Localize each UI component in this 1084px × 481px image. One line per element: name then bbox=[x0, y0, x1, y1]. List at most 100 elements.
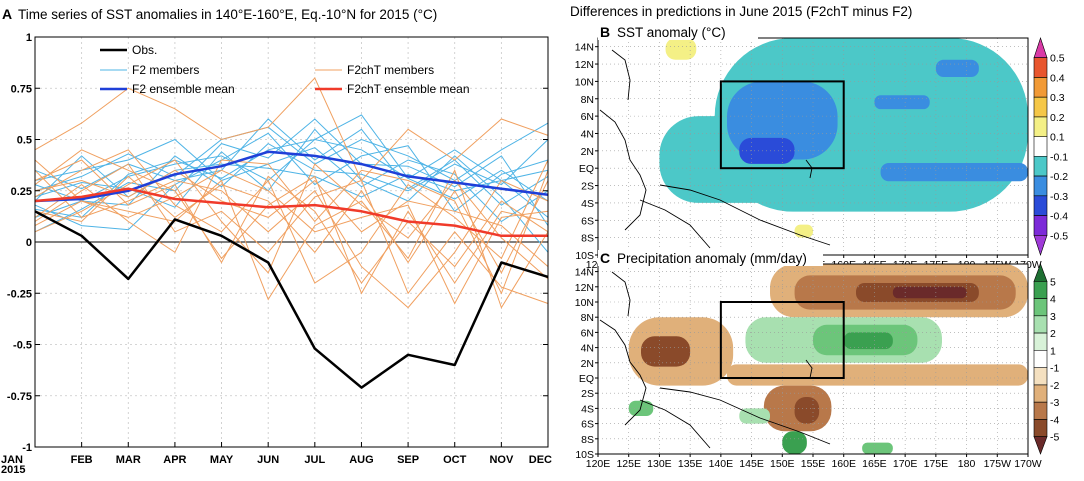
y-tick-label: 0.75 bbox=[11, 83, 32, 95]
panel-a-year-label: 2015 bbox=[1, 464, 25, 476]
x-tick-label: SEP bbox=[397, 454, 419, 466]
lon-label: 125E bbox=[616, 458, 641, 470]
contour-region bbox=[862, 442, 893, 454]
colorbar-label: -2 bbox=[1050, 380, 1059, 392]
series-line bbox=[34, 210, 549, 389]
lon-label: 170E bbox=[893, 458, 918, 470]
halmahera-coast bbox=[639, 399, 711, 449]
contour-region bbox=[892, 286, 967, 299]
philippines-coast bbox=[599, 319, 647, 426]
lon-label: 135E bbox=[678, 458, 703, 470]
panel-a-mean-lines bbox=[34, 150, 549, 389]
lon-label: 140E bbox=[709, 458, 734, 470]
panel-c-title-bg bbox=[598, 250, 823, 266]
x-tick-label: APR bbox=[163, 454, 186, 466]
colorbar-segment bbox=[1033, 419, 1048, 438]
colorbar-label: 0.1 bbox=[1050, 132, 1065, 144]
x-tick-label: DEC bbox=[529, 454, 552, 466]
contour-region bbox=[782, 431, 807, 454]
lat-label: 8S bbox=[581, 233, 594, 245]
panel-a-y-ticks: 1 0.75 0.5 0.25 0 -0.25 -0.5 -0.75 -1 bbox=[7, 32, 548, 454]
y-tick-label: 0.25 bbox=[11, 186, 32, 198]
new-guinea-coast bbox=[659, 184, 831, 246]
lat-label: 10N bbox=[575, 297, 594, 309]
lat-label: 4N bbox=[581, 128, 594, 140]
panel-c-lon-labels: 120E 125E 130E 135E 140E 145E 150E 155E 160E 165E… bbox=[586, 454, 1042, 470]
contour-region bbox=[874, 95, 930, 110]
lon-label: 165E bbox=[862, 458, 887, 470]
panel-b-title: SST anomaly (°C) bbox=[617, 25, 726, 40]
panel-a-letter: A bbox=[2, 6, 12, 22]
philippines-coast bbox=[599, 109, 647, 231]
panel-c-letter: C bbox=[600, 250, 610, 266]
lat-label: 10S bbox=[575, 250, 594, 262]
colorbar-label: -1 bbox=[1050, 363, 1059, 375]
lat-label: 2N bbox=[581, 146, 594, 158]
lat-label: 12N bbox=[575, 59, 594, 71]
member-line bbox=[34, 159, 549, 295]
member-line bbox=[34, 118, 549, 233]
colorbar-segment bbox=[1033, 350, 1048, 368]
lat-label: 6S bbox=[581, 215, 594, 227]
x-tick-label: OCT bbox=[443, 454, 467, 466]
lon-label: 130E bbox=[647, 458, 672, 470]
lat-label: 14N bbox=[575, 42, 594, 54]
y-tick-label: -0.25 bbox=[7, 288, 32, 300]
contour-region bbox=[727, 364, 1028, 386]
x-tick-label: NOV bbox=[489, 454, 514, 466]
colorbar-segment bbox=[1033, 315, 1048, 334]
panel-c-field bbox=[628, 264, 1028, 454]
panel-c-lat-labels: 14N 12N 10N 8N 6N 4N 2N EQ 2S 4S 6S 8S 10S bbox=[575, 267, 598, 461]
legend-label: F2 members bbox=[132, 63, 199, 77]
colorbar-segment bbox=[1033, 57, 1048, 78]
island-coast bbox=[805, 359, 813, 379]
lat-label: 4S bbox=[581, 198, 594, 210]
colorbar-segment bbox=[1033, 77, 1048, 98]
colorbar-segment bbox=[1033, 116, 1048, 137]
x-tick-label: JUL bbox=[304, 454, 325, 466]
colorbar-label: 0.4 bbox=[1050, 72, 1065, 84]
x-tick-label: MAR bbox=[116, 454, 141, 466]
panel-a-title: Time series of SST anomalies in 140°E-16… bbox=[18, 7, 437, 22]
panel-b-letter: B bbox=[600, 24, 610, 40]
contour-region bbox=[641, 336, 691, 367]
halmahera-coast bbox=[639, 199, 711, 249]
y-tick-label: -0.5 bbox=[13, 340, 32, 352]
lat-label: 6N bbox=[581, 327, 594, 339]
y-tick-label: -1 bbox=[22, 442, 32, 454]
x-tick-label: MAY bbox=[210, 454, 234, 466]
colorbar-label: -0.3 bbox=[1050, 191, 1068, 203]
panel-a-x-ticks: JAN FEB MAR APR MAY JUN JUL AUG SEP OCT NOV DEC bbox=[1, 442, 552, 466]
member-line bbox=[34, 122, 549, 192]
member-line bbox=[34, 169, 549, 309]
legend-label: F2 ensemble mean bbox=[132, 82, 235, 96]
panel-a: A Time series of SST anomalies in 140°E-… bbox=[1, 6, 552, 476]
colorbar-label: 0.2 bbox=[1050, 112, 1065, 124]
colorbar-label: -0.4 bbox=[1050, 211, 1068, 223]
lat-label: EQ bbox=[579, 373, 594, 385]
new-guinea-coast bbox=[659, 387, 831, 445]
colorbar-segment bbox=[1033, 195, 1048, 216]
panel-b-title-bg bbox=[598, 23, 758, 40]
lon-label: 120E bbox=[586, 458, 611, 470]
lat-label: EQ bbox=[579, 163, 594, 175]
member-line bbox=[34, 138, 549, 223]
panel-c-region-box bbox=[719, 301, 845, 379]
series-line bbox=[34, 187, 548, 238]
panel-a-legend: Obs. F2 members F2 ensemble mean F2chT memb… bbox=[100, 43, 470, 96]
panel-c-coastlines bbox=[599, 271, 831, 449]
lon-label: 155E bbox=[801, 458, 826, 470]
lat-label: 14N bbox=[575, 267, 594, 279]
lat-label: 10N bbox=[575, 76, 594, 88]
luzon-coast bbox=[611, 271, 631, 317]
contour-region bbox=[665, 38, 697, 60]
colorbar-segment bbox=[1033, 156, 1048, 177]
colorbar-label: -0.2 bbox=[1050, 171, 1068, 183]
lon-label: 175E bbox=[924, 458, 949, 470]
panel-a-member-lines bbox=[34, 77, 549, 309]
member-line bbox=[34, 159, 549, 284]
member-line bbox=[34, 169, 549, 267]
member-line bbox=[34, 149, 549, 295]
